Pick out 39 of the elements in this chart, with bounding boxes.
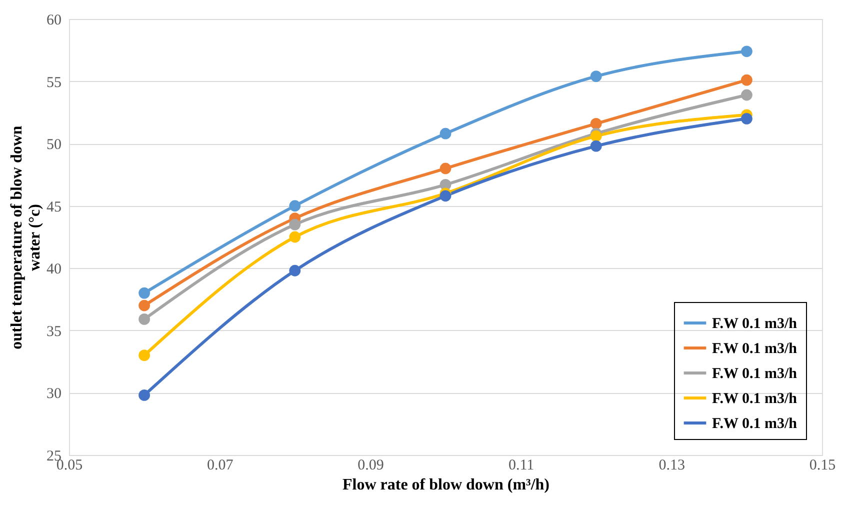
x-tick-label: 0.11: [508, 458, 534, 474]
point: [590, 140, 602, 152]
x-tick-label: 0.13: [658, 458, 686, 474]
point: [289, 218, 301, 230]
legend-label: F.W 0.1 m3/h: [712, 316, 798, 332]
point: [741, 74, 752, 86]
point: [138, 390, 150, 401]
y-tick-label: 60: [46, 12, 62, 28]
x-tick-label: 0.09: [358, 458, 384, 474]
point: [440, 162, 452, 174]
y-tick-label: 30: [46, 386, 62, 402]
legend-label: F.W 0.1 m3/h: [712, 366, 798, 382]
point: [590, 70, 602, 82]
point: [138, 287, 150, 299]
point: [741, 46, 752, 58]
y-tick-label: 45: [46, 199, 62, 216]
y-tick-label: 40: [46, 262, 62, 278]
point: [138, 300, 150, 312]
point: [741, 112, 752, 124]
point: [289, 200, 301, 212]
x-tick-label: 0.07: [206, 458, 234, 474]
point: [440, 128, 452, 140]
point: [289, 231, 301, 243]
point: [138, 314, 150, 325]
point: [590, 130, 602, 142]
y-axis-title: outlet temperature of blow down water (°c): [8, 126, 44, 350]
point: [289, 264, 301, 276]
legend-label: F.W 0.1 m3/h: [712, 341, 798, 357]
y-tick-label: 50: [46, 137, 62, 154]
point: [440, 190, 452, 202]
point: [590, 118, 602, 130]
x-tick-label: 0.15: [809, 458, 836, 474]
point: [138, 350, 150, 362]
x-axis-title: Flow rate of blow down (m³/h): [342, 476, 550, 494]
y-tick-label: 55: [46, 74, 62, 91]
y-tick-label: 35: [46, 324, 62, 340]
legend-label: F.W 0.1 m3/h: [712, 391, 798, 407]
legend-label: F.W 0.1 m3/h: [712, 416, 798, 432]
point: [741, 89, 752, 101]
